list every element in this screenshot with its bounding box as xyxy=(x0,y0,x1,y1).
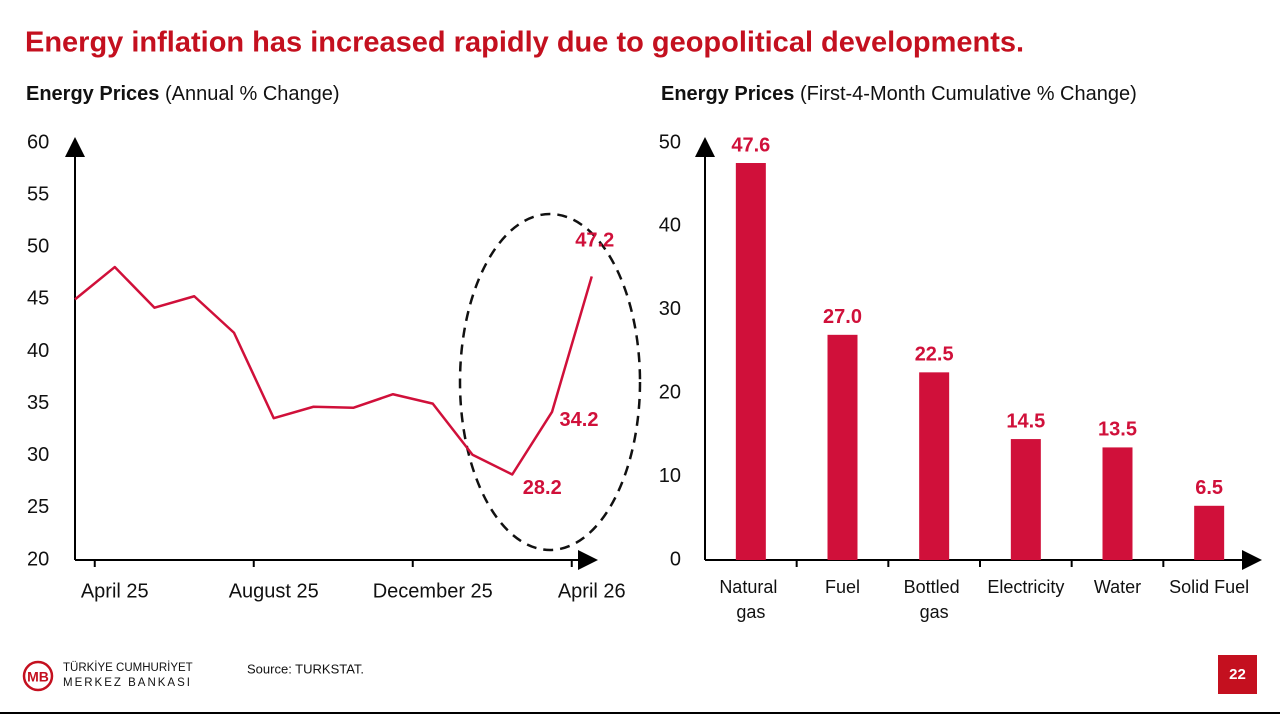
highlight-ellipse xyxy=(458,212,642,552)
y-tick-label: 30 xyxy=(659,298,681,320)
chart-subtitle: (Annual % Change) xyxy=(165,83,340,105)
data-label: 14.5 xyxy=(1006,410,1045,432)
data-label: 22.5 xyxy=(915,344,954,366)
chart-heading: Energy Prices (Annual % Change) xyxy=(26,83,340,105)
x-tick-label: December 25 xyxy=(373,580,493,602)
chart-title: Energy Prices xyxy=(661,83,794,105)
page-box xyxy=(1218,655,1257,694)
y-tick-label: 50 xyxy=(27,236,49,258)
bar xyxy=(1010,439,1041,560)
chart-heading: Energy Prices (First-4-Month Cumulative … xyxy=(661,83,1137,105)
y-tick-label: 55 xyxy=(27,183,49,205)
x-tick-label: Electricity xyxy=(987,577,1064,597)
x-tick-label-line: Bottled xyxy=(904,577,965,597)
x-tick-label: Solid Fuel xyxy=(1169,577,1249,597)
page-number: 22 xyxy=(1229,666,1246,683)
line xyxy=(74,265,593,476)
x-tick-label-line: gas xyxy=(736,602,765,622)
bar xyxy=(919,372,950,560)
chart-title: Energy Prices xyxy=(26,83,159,105)
bar xyxy=(1194,505,1225,560)
y-tick-label: 10 xyxy=(659,465,681,487)
data-label: 27.0 xyxy=(823,306,862,328)
logo-text: TÜRKİYE CUMHURİYET xyxy=(63,661,193,674)
x-tick-label: April 26 xyxy=(558,580,626,602)
y-tick-label: 50 xyxy=(659,131,681,153)
y-tick-label: 20 xyxy=(659,381,681,403)
data-label: 28.2 xyxy=(523,477,562,499)
y-tick-label: 40 xyxy=(27,340,49,362)
y-tick-label: 35 xyxy=(27,392,49,414)
y-tick-label: 25 xyxy=(27,496,49,518)
x-tick-label: Water xyxy=(1094,577,1141,597)
bar xyxy=(1102,447,1133,560)
logo: MB TÜRKİYE CUMHURİYET MERKEZ BANKASI xyxy=(22,660,193,692)
x-tick-label: August 25 xyxy=(229,580,319,602)
x-tick-label-line: Natural xyxy=(719,577,782,597)
y-tick-label: 40 xyxy=(659,215,681,237)
x-tick-label: Bottled gas xyxy=(904,577,965,622)
data-label: 47.2 xyxy=(575,230,614,252)
x-tick-label: April 25 xyxy=(81,580,149,602)
data-label: 13.5 xyxy=(1098,419,1137,441)
source: Source: TURKSTAT. xyxy=(247,661,364,676)
y-tick-label: 20 xyxy=(27,548,49,570)
y-tick-label: 30 xyxy=(27,444,49,466)
x-tick-label-line: gas xyxy=(920,602,949,622)
x-tick-label: Natural gas xyxy=(719,577,782,622)
y-tick-label: 60 xyxy=(27,131,49,153)
data-label: 34.2 xyxy=(560,409,599,431)
slide-title: Energy inflation has increased rapidly d… xyxy=(25,27,1024,59)
logo-text: MERKEZ BANKASI xyxy=(63,677,192,689)
chart-subtitle: (First-4-Month Cumulative % Change) xyxy=(800,83,1137,105)
bar xyxy=(735,163,766,561)
x-tick-label: Fuel xyxy=(825,577,860,597)
y-tick-label: 0 xyxy=(670,548,681,570)
data-label: 6.5 xyxy=(1195,477,1223,499)
svg-text:MB: MB xyxy=(27,669,49,685)
bar xyxy=(827,334,858,560)
data-label: 47.6 xyxy=(731,134,770,156)
y-tick-label: 45 xyxy=(27,288,49,310)
